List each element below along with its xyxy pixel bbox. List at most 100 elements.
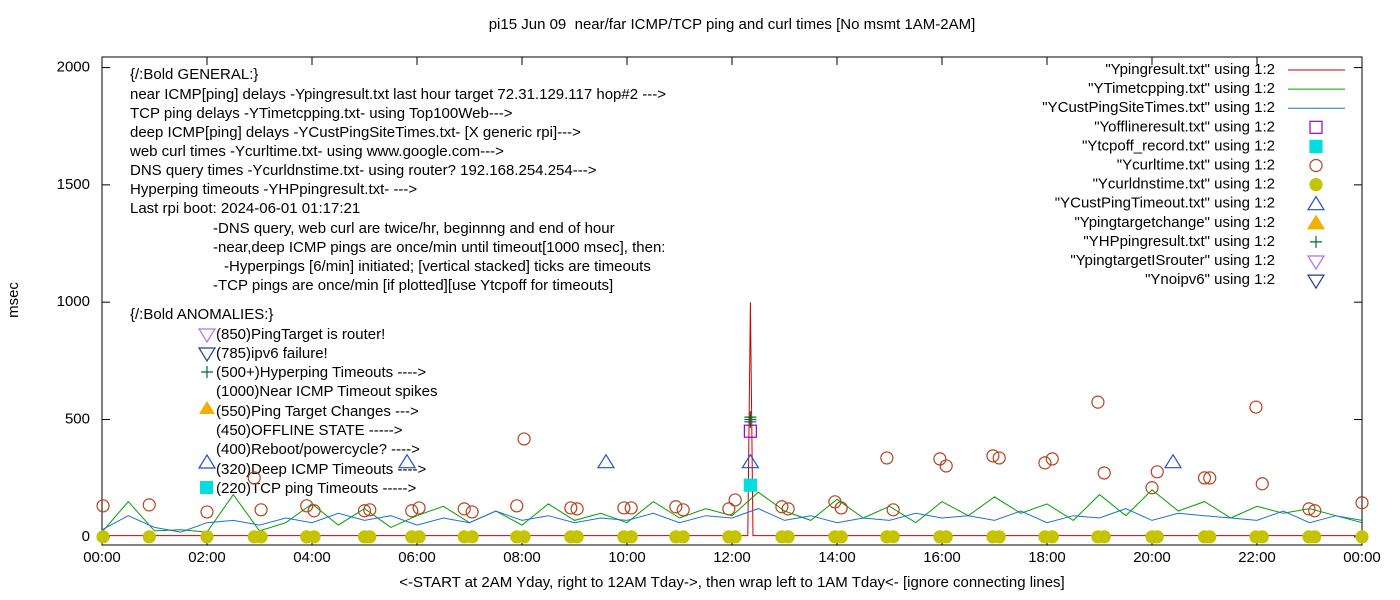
legend-label: "YHPpingresult.txt" using 1:2 <box>1083 233 1275 250</box>
legend-label: "YTimetcpping.txt" using 1:2 <box>1088 80 1275 97</box>
key-symbol <box>197 328 217 344</box>
data-point <box>1203 530 1217 544</box>
annotation: -TCP pings are once/min [if plotted][use… <box>213 277 613 294</box>
data-point <box>1308 530 1322 544</box>
legend-label: "YCustPingTimeout.txt" using 1:2 <box>1055 195 1275 212</box>
data-point <box>834 530 848 544</box>
key-symbol <box>199 401 215 414</box>
data-point <box>142 498 156 512</box>
legend-symbol <box>1306 214 1326 230</box>
data-point <box>1150 530 1164 544</box>
x-axis-label: <-START at 2AM Yday, right to 12AM Tday-… <box>399 574 1064 591</box>
data-point <box>1045 530 1059 544</box>
legend-symbol <box>1306 255 1326 271</box>
x-tick-label: 14:00 <box>818 549 856 566</box>
annotation: (500+)Hyperping Timeouts ----> <box>216 364 426 381</box>
data-point <box>397 453 417 469</box>
annotation: {/:Bold GENERAL:} <box>130 66 258 83</box>
legend-label: "Ynoipv6" using 1:2 <box>1145 271 1275 288</box>
x-tick-label: 00:00 <box>1343 549 1381 566</box>
data-point <box>254 530 268 544</box>
annotation: web curl times -Ycurltime.txt- using www… <box>129 143 504 160</box>
data-point <box>781 502 795 516</box>
data-point <box>96 530 110 544</box>
data-point <box>200 505 214 519</box>
data-point <box>142 530 156 544</box>
y-tick-label: 0 <box>82 528 90 545</box>
data-point <box>728 493 742 507</box>
data-point <box>1091 395 1105 409</box>
data-point <box>564 501 578 515</box>
data-point <box>1045 452 1059 466</box>
data-point <box>510 499 524 513</box>
key-symbol <box>201 366 213 378</box>
y-tick-label: 500 <box>65 410 90 427</box>
x-tick-label: 20:00 <box>1133 549 1171 566</box>
data-point <box>1302 502 1316 516</box>
data-point <box>412 501 426 515</box>
annotation: Last rpi boot: 2024-06-01 01:17:21 <box>130 200 360 217</box>
x-tick-label: 02:00 <box>188 549 226 566</box>
data-point <box>624 501 638 515</box>
data-point <box>517 530 531 544</box>
data-point <box>1145 481 1159 495</box>
data-point <box>363 503 377 517</box>
annotation: -DNS query, web curl are twice/hr, begin… <box>213 220 615 237</box>
legend-label: "Ypingtargetchange" using 1:2 <box>1074 214 1275 231</box>
legend-symbol <box>1309 139 1323 153</box>
legend-symbol <box>1309 178 1323 192</box>
legend-symbol <box>1309 120 1323 134</box>
data-point <box>992 530 1006 544</box>
legend-symbol <box>1309 158 1323 173</box>
data-point <box>457 502 471 516</box>
data-point <box>1355 530 1369 544</box>
legend-label: "Yofflineresult.txt" using 1:2 <box>1094 118 1275 135</box>
data-point <box>939 530 953 544</box>
data-point <box>1308 504 1322 518</box>
key-symbol <box>197 347 217 363</box>
legend-label: "Ypingresult.txt" using 1:2 <box>1105 61 1275 78</box>
y-tick-label: 1000 <box>57 293 90 310</box>
data-point <box>880 451 894 465</box>
key-symbol <box>200 481 213 494</box>
annotation: deep ICMP[ping] delays -YCustPingSiteTim… <box>130 124 581 141</box>
data-point <box>775 500 789 514</box>
data-point <box>722 502 736 516</box>
data-point <box>1197 471 1212 485</box>
x-tick-label: 12:00 <box>713 549 751 566</box>
legend-label: "Ycurldnstime.txt" using 1:2 <box>1093 176 1275 193</box>
annotation: (550)Ping Target Changes ---> <box>216 403 419 420</box>
annotation: (785)ipv6 failure! <box>216 345 328 362</box>
y-axis-label: msec <box>5 282 22 318</box>
data-point <box>834 501 848 515</box>
annotation: TCP ping delays -YTimetcpping.txt- using… <box>130 105 513 122</box>
annotation: -Hyperpings [6/min] initiated; [vertical… <box>224 258 651 275</box>
data-point <box>465 505 479 519</box>
data-point <box>744 411 757 424</box>
data-point <box>517 432 531 446</box>
data-point <box>307 530 321 544</box>
data-point <box>669 500 683 514</box>
annotation: near ICMP[ping] delays -Ypingresult.txt … <box>130 86 666 103</box>
x-tick-label: 22:00 <box>1238 549 1276 566</box>
data-point <box>570 502 584 516</box>
annotation: (1000)Near ICMP Timeout spikes <box>216 383 437 400</box>
x-tick-label: 10:00 <box>608 549 646 566</box>
data-point <box>412 530 426 544</box>
data-point <box>96 499 110 513</box>
data-point <box>1255 477 1269 491</box>
data-point <box>1255 530 1269 544</box>
data-point <box>741 453 760 469</box>
data-point <box>596 453 616 469</box>
legend-symbol <box>1310 235 1322 248</box>
x-tick-label: 08:00 <box>503 549 541 566</box>
data-point <box>1038 456 1052 470</box>
data-point <box>1150 465 1164 479</box>
legend-label: "Ytcpoff_record.txt" using 1:2 <box>1082 137 1275 154</box>
chart-title: pi15 Jun 09 near/far ICMP/TCP ping and c… <box>489 16 976 33</box>
data-point <box>781 530 795 544</box>
annotation: DNS query times -Ycurldnstime.txt- using… <box>130 162 597 179</box>
annotation: -near,deep ICMP pings are once/min until… <box>213 239 665 256</box>
